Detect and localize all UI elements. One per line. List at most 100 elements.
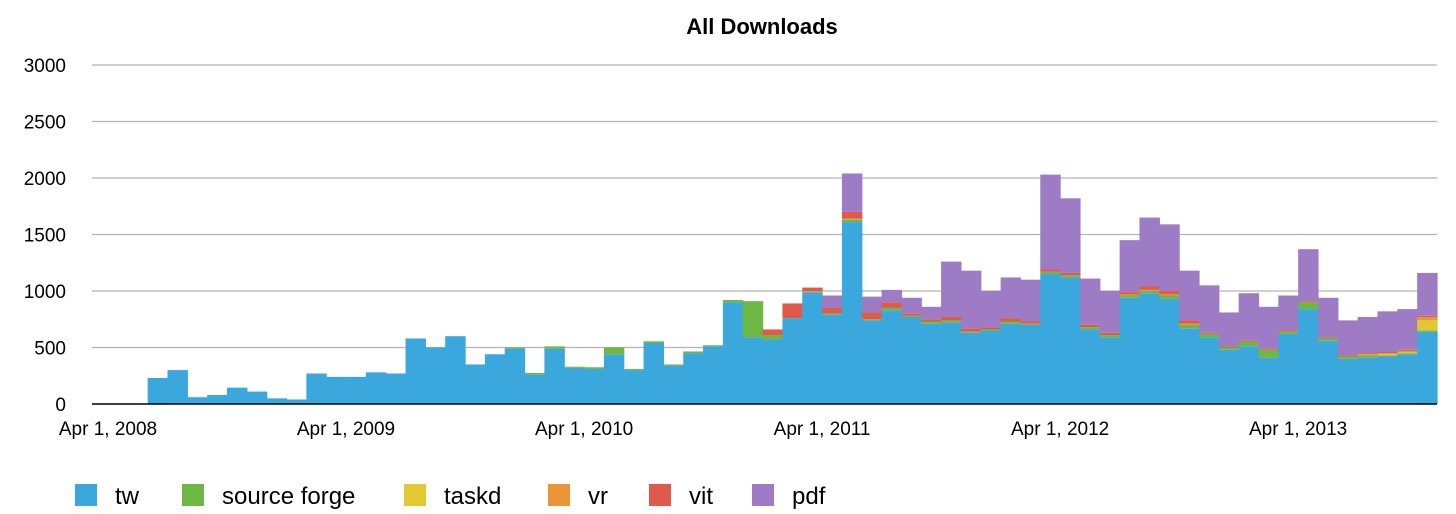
bar-vr-65: [1397, 350, 1418, 353]
bar-taskd-64: [1377, 354, 1398, 356]
bar-vit-61: [1317, 337, 1339, 339]
bar-tw-60: [1298, 309, 1319, 404]
bar-vit-51: [1119, 292, 1141, 295]
bar-source-forge-63: [1357, 355, 1379, 358]
bar-source-forge-65: [1397, 353, 1418, 355]
bar-tw-66: [1417, 331, 1438, 404]
bar-source-forge-36: [822, 313, 843, 315]
bar-tw-28: [663, 365, 684, 404]
bar-source-forge-46: [1020, 323, 1041, 325]
bar-pdf-62: [1337, 320, 1359, 356]
bar-pdf-58: [1258, 306, 1279, 349]
bar-tw-30: [703, 346, 724, 404]
bar-vit-45: [1000, 318, 1022, 322]
bar-pdf-66: [1417, 272, 1438, 316]
bar-tw-48: [1060, 277, 1081, 404]
bar-vit-37: [841, 211, 863, 219]
bar-source-forge-42: [941, 320, 962, 323]
y-tick-label-3000: 3000: [24, 56, 66, 77]
bar-pdf-60: [1298, 249, 1319, 302]
bar-tw-63: [1357, 357, 1379, 404]
y-tick-label-500: 500: [34, 339, 66, 360]
bar-tw-43: [960, 332, 982, 404]
bar-pdf-39: [881, 289, 903, 303]
bar-vit-41: [921, 319, 942, 322]
y-tick-label-1000: 1000: [24, 282, 66, 303]
y-tick-label-2000: 2000: [24, 169, 66, 190]
bar-vit-53: [1159, 291, 1180, 295]
bar-tw-49: [1079, 329, 1101, 404]
x-tick-label-2: Apr 1, 2010: [535, 419, 633, 440]
legend-swatch-vr: [548, 484, 570, 506]
bar-tw-52: [1139, 293, 1160, 404]
legend-label-taskd: taskd: [444, 483, 501, 510]
bar-pdf-46: [1020, 279, 1041, 322]
bar-pdf-52: [1139, 217, 1160, 287]
bar-source-forge-43: [960, 331, 982, 333]
bar-tw-39: [881, 310, 903, 404]
y-tick-label-2500: 2500: [24, 113, 66, 134]
bar-source-forge-62: [1337, 356, 1359, 359]
bar-tw-46: [1020, 324, 1041, 404]
bar-vit-36: [822, 307, 843, 314]
bar-pdf-59: [1278, 295, 1299, 331]
bar-vit-52: [1139, 286, 1160, 290]
bar-tw-5: [207, 394, 228, 404]
bar-vit-48: [1060, 272, 1081, 276]
bar-vit-65: [1397, 349, 1418, 351]
bar-tw-2: [147, 378, 169, 404]
bar-vit-49: [1079, 324, 1101, 328]
legend-swatch-tw: [75, 484, 97, 506]
bar-tw-65: [1397, 354, 1418, 404]
bar-source-forge-61: [1317, 338, 1339, 341]
bar-pdf-40: [901, 297, 922, 314]
bar-tw-55: [1198, 337, 1220, 404]
legend-swatch-source-forge: [182, 484, 204, 506]
bar-vit-56: [1218, 346, 1240, 348]
bar-pdf-61: [1317, 297, 1339, 338]
bar-vr-64: [1377, 353, 1398, 355]
bar-tw-64: [1377, 356, 1398, 404]
bar-tw-25: [603, 354, 625, 404]
legend: tw source forge taskd vr vit pdf: [75, 483, 826, 510]
legend-label-tw: tw: [115, 483, 140, 510]
bar-source-forge-21: [524, 372, 545, 375]
x-tick-label-4: Apr 1, 2012: [1011, 419, 1109, 440]
bar-vit-63: [1357, 353, 1379, 355]
bar-tw-58: [1258, 357, 1279, 404]
bar-source-forge-31: [722, 300, 744, 303]
bar-tw-15: [405, 338, 426, 404]
bar-tw-19: [484, 354, 506, 404]
bar-tw-35: [802, 292, 823, 404]
bar-vit-33: [762, 329, 784, 336]
bar-vr-37: [841, 218, 863, 220]
bar-vit-59: [1278, 330, 1299, 332]
bar-tw-22: [544, 348, 565, 404]
bar-source-forge-44: [980, 329, 1002, 331]
bar-vit-55: [1198, 332, 1220, 334]
bar-vit-39: [881, 302, 903, 308]
bar-pdf-36: [822, 295, 843, 308]
bar-vit-60: [1298, 301, 1319, 303]
bar-source-forge-30: [703, 345, 724, 347]
bar-tw-62: [1337, 358, 1359, 404]
bar-source-forge-53: [1159, 295, 1180, 299]
bar-vit-64: [1377, 352, 1398, 354]
x-tick-label-1: Apr 1, 2009: [297, 419, 395, 440]
bar-tw-61: [1317, 340, 1339, 404]
bar-tw-59: [1278, 333, 1299, 404]
bar-pdf-43: [960, 270, 982, 329]
bar-pdf-64: [1377, 311, 1398, 353]
bar-pdf-53: [1159, 224, 1180, 291]
bar-tw-56: [1218, 349, 1240, 404]
bar-pdf-41: [921, 306, 942, 320]
bar-vr-53: [1159, 294, 1180, 296]
bar-tw-32: [742, 337, 764, 404]
bar-vit-40: [901, 313, 922, 316]
bar-tw-21: [524, 374, 545, 404]
bar-vr-63: [1357, 354, 1379, 356]
bar-source-forge-47: [1040, 271, 1061, 275]
bar-tw-7: [246, 391, 268, 404]
bar-source-forge-58: [1258, 349, 1279, 358]
bar-pdf-65: [1397, 309, 1418, 350]
